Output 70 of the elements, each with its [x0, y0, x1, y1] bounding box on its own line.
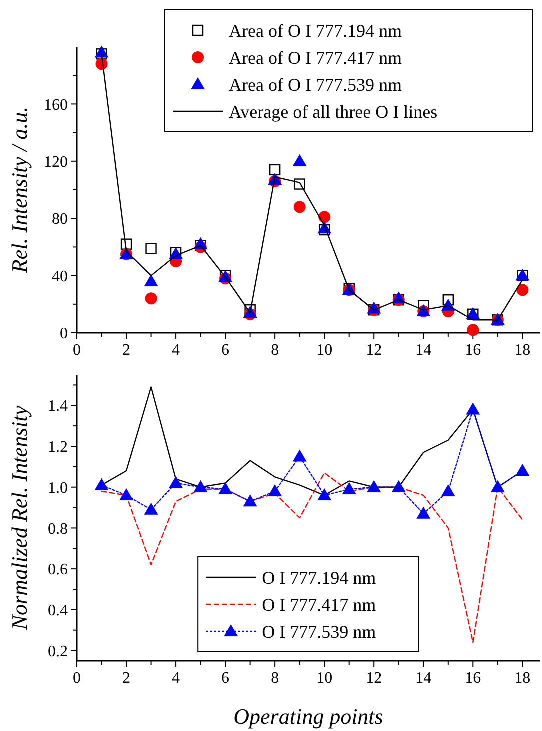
- x-axis-title: Operating points: [234, 704, 384, 729]
- x-tick-label: 4: [172, 342, 180, 359]
- y-tick-label: 0: [60, 326, 68, 343]
- x-tick-label: 2: [122, 342, 131, 359]
- point: [94, 46, 109, 58]
- x-tick-label: 16: [465, 670, 482, 687]
- y-tick-label: 1.0: [48, 480, 68, 497]
- point: [145, 292, 158, 305]
- x-tick-label: 12: [366, 342, 382, 359]
- x-tick-label: 8: [271, 342, 280, 359]
- y-tick-label: 0.6: [48, 562, 68, 579]
- point: [294, 201, 306, 214]
- point: [292, 154, 307, 166]
- x-tick-label: 6: [222, 342, 230, 359]
- point: [243, 494, 258, 507]
- y-tick-label: 0.8: [48, 520, 68, 538]
- x-tick-label: 16: [465, 342, 482, 359]
- point: [516, 464, 530, 476]
- x-tick-label: 14: [416, 342, 432, 359]
- x-tick-label: 8: [271, 670, 280, 687]
- x-tick-label: 0: [73, 670, 81, 687]
- x-tick-label: 18: [514, 670, 531, 687]
- point: [318, 488, 332, 501]
- y-tick-label: 1.4: [48, 398, 68, 416]
- y-tick-label: 0.2: [48, 643, 68, 660]
- point: [120, 488, 134, 501]
- point: [144, 274, 158, 287]
- x-tick-label: 10: [316, 342, 333, 359]
- x-tick-label: 6: [222, 670, 230, 687]
- y-tick-label: 0.4: [48, 602, 68, 620]
- point: [94, 478, 109, 490]
- point: [467, 324, 480, 336]
- point: [416, 506, 431, 519]
- y-tick-label: 40: [52, 268, 68, 286]
- x-tick-label: 0: [73, 342, 81, 359]
- point: [218, 482, 233, 494]
- point: [194, 480, 208, 492]
- y-axis-title: Rel. Intensity / a.u.: [7, 106, 32, 274]
- point: [292, 450, 307, 462]
- y-tick-label: 80: [52, 211, 68, 228]
- point: [268, 484, 282, 496]
- legend-label: Average of all three O I lines: [229, 102, 438, 122]
- y-tick-label: 1.2: [48, 439, 68, 456]
- point: [318, 211, 331, 224]
- point: [490, 480, 505, 492]
- point: [516, 284, 529, 296]
- point: [269, 164, 281, 176]
- x-tick-label: 14: [416, 670, 432, 687]
- point: [466, 402, 480, 415]
- point: [144, 502, 158, 515]
- x-tick-label: 4: [172, 670, 180, 687]
- point: [392, 480, 406, 492]
- point: [146, 243, 157, 254]
- legend-label: Area of O I 777.539 nm: [229, 74, 402, 95]
- legend-label: O I 777.417 nm: [262, 594, 376, 615]
- legend-label: Area of O I 777.417 nm: [229, 48, 402, 68]
- y-tick-label: 120: [44, 154, 68, 171]
- x-tick-label: 2: [122, 670, 131, 687]
- x-tick-label: 18: [514, 342, 531, 359]
- legend-label: Area of O I 777.194 nm: [229, 20, 402, 41]
- point: [342, 482, 356, 494]
- point: [169, 476, 184, 488]
- legend-label: O I 777.539 nm: [262, 622, 376, 642]
- y-tick-label: 160: [44, 96, 68, 114]
- y-axis-title: Normalized Rel. Intensity: [7, 406, 32, 632]
- legend-label: O I 777.194 nm: [262, 568, 376, 588]
- x-tick-label: 10: [316, 670, 333, 687]
- x-tick-label: 12: [366, 670, 382, 687]
- point: [441, 484, 456, 496]
- point: [367, 480, 382, 492]
